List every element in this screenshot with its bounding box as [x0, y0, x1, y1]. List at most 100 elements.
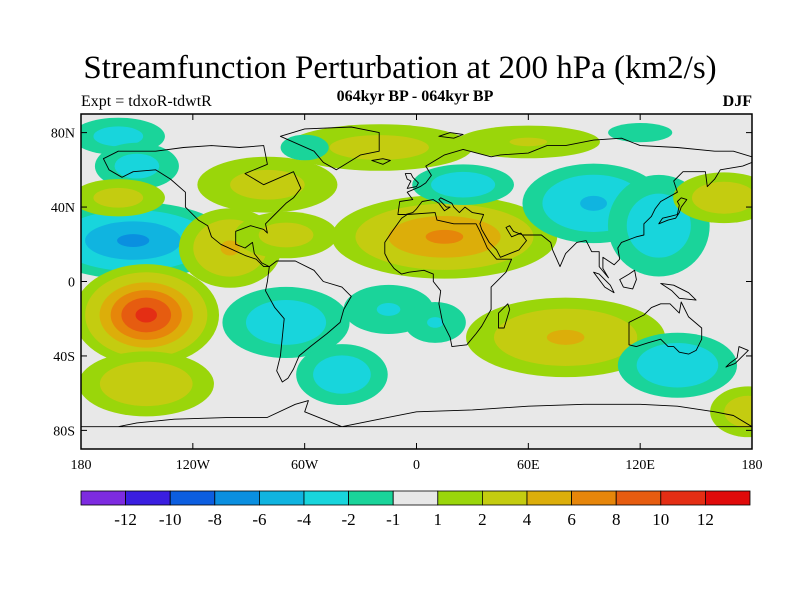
lat-tick-label: 80S — [53, 424, 75, 439]
lon-tick-label: 60W — [291, 458, 319, 473]
colorbar-swatch — [660, 490, 706, 506]
contour-level — [636, 343, 719, 388]
contour-level — [220, 240, 240, 256]
anomaly-asia-arctic-negative — [608, 123, 673, 143]
anomaly-hawaii-negative — [81, 201, 230, 280]
lon-tick-label: 120W — [176, 458, 211, 473]
lat-tick-label: 80N — [51, 127, 75, 142]
anomaly-n-america-positive — [197, 156, 338, 213]
contour-level — [546, 329, 585, 345]
colorbar-label: -12 — [114, 510, 137, 529]
coastline-sumatra — [593, 271, 615, 294]
contour-level — [376, 302, 401, 316]
colorbar-swatch — [303, 490, 349, 506]
lat-tick-label: 0 — [68, 276, 75, 291]
coastline-antarctica — [81, 400, 752, 428]
contour-level — [258, 222, 314, 248]
coastline-south-america — [265, 260, 352, 383]
anomaly-s-pacific-positive — [81, 264, 220, 366]
colorbar-swatch — [169, 490, 216, 506]
colorbar-label: -4 — [297, 510, 312, 529]
coastlines — [81, 126, 752, 428]
contour-level — [691, 181, 752, 214]
contour-level — [230, 169, 305, 200]
lon-tick-label: 180 — [71, 458, 92, 473]
contour-level — [608, 123, 673, 143]
coastline-eurasia — [397, 137, 752, 279]
anomaly-s-atlantic-negative — [296, 344, 388, 406]
period-label: 064kyr BP - 064kyr BP — [336, 88, 494, 105]
coastline-new-guinea — [660, 282, 697, 301]
contour-field — [81, 114, 752, 449]
colorbar-label: 2 — [478, 510, 487, 529]
colorbar-label: 8 — [612, 510, 621, 529]
contour-level — [114, 153, 160, 179]
lat-tick-label: 40S — [53, 350, 75, 365]
contour-level — [425, 229, 464, 244]
lon-tick-label: 0 — [413, 458, 420, 473]
contour-level — [431, 171, 496, 198]
coastline-svalbard — [438, 132, 464, 139]
contour-level — [580, 195, 608, 211]
lon-tick-label: 180 — [742, 458, 763, 473]
anomaly-ne-pacific-negative — [94, 142, 179, 190]
colorbar-swatch — [571, 490, 617, 506]
contour-level — [245, 300, 327, 345]
coastline-iceland — [371, 158, 391, 165]
contour-level — [626, 193, 691, 258]
anomaly-nw-pacific-positive — [673, 172, 752, 224]
axis-ticks: 80N 40N 0 40S 80S 180 120W 60W 0 60E 120E 180 — [51, 114, 763, 473]
coastline-madagascar — [498, 303, 511, 329]
anomaly-arctic-siberia-positive — [456, 125, 600, 159]
anomaly-caribbean-positive — [234, 211, 338, 259]
colorbar-label: -10 — [159, 510, 182, 529]
colorbar-label: -1 — [386, 510, 400, 529]
colorbar-swatch — [392, 490, 439, 506]
contour-level — [99, 361, 193, 407]
coastline-australia — [628, 301, 703, 355]
coastline-greenland — [279, 126, 380, 171]
anomaly-w-indian-negative — [404, 302, 466, 343]
coastline-new-zealand — [725, 346, 749, 368]
lon-tick-label: 60E — [517, 458, 540, 473]
colorbar-swatch — [437, 490, 483, 506]
colorbar-label: -6 — [252, 510, 266, 529]
lat-tick-label: 40N — [51, 201, 75, 216]
season-label: DJF — [722, 93, 752, 110]
contour-level — [93, 187, 144, 208]
colorbar-label: 10 — [652, 510, 669, 529]
coastline-great-britain — [404, 173, 419, 189]
colorbar-label: 4 — [523, 510, 532, 529]
anomaly-europe-negative — [412, 164, 514, 206]
colorbar-swatch — [125, 490, 171, 506]
colorbar-label: 12 — [697, 510, 714, 529]
experiment-label: Expt = tdxoR-tdwtR — [81, 93, 212, 110]
lon-tick-label: 120E — [625, 458, 655, 473]
colorbar-label: 1 — [434, 510, 443, 529]
colorbar-label: -2 — [342, 510, 356, 529]
contour-level — [509, 137, 548, 147]
contour-level — [313, 355, 371, 394]
coastline-africa — [384, 212, 513, 348]
contour-level — [117, 234, 150, 247]
anomaly-s-africa-positive — [466, 297, 666, 378]
colorbar-swatch — [258, 490, 305, 506]
colorbar-label: 6 — [567, 510, 576, 529]
coastline-japan — [658, 197, 688, 225]
anomaly-s-pacific-high-lat-positive — [81, 351, 214, 417]
anomaly-sw-pacific-positive — [710, 386, 752, 438]
contour-level — [427, 317, 444, 328]
colorbar-swatch — [615, 490, 662, 506]
coastline-borneo — [619, 269, 637, 290]
colorbar-swatch — [80, 490, 126, 506]
colorbar-swatch — [348, 490, 394, 506]
colorbar-swatch — [481, 490, 528, 506]
colorbar-swatch — [214, 490, 260, 506]
contour-level — [93, 126, 144, 147]
colorbar: -12 -10 -8 -6 -4 -2 -1 1 2 4 6 8 10 12 — [80, 490, 751, 529]
contour-level — [135, 307, 157, 323]
colorbar-swatch — [705, 490, 751, 506]
contour-level — [724, 395, 752, 428]
colorbar-label: -8 — [208, 510, 222, 529]
